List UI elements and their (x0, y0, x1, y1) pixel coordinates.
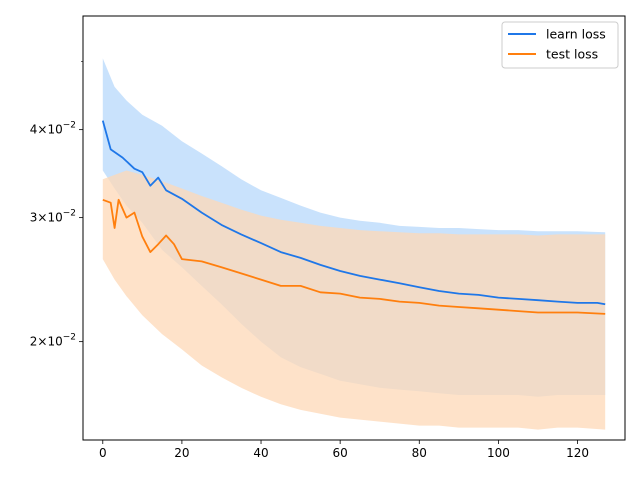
learn-loss-line (101, 120, 606, 306)
test-loss-band (102, 170, 606, 430)
x-tick-label: 120 (566, 446, 589, 460)
x-axis: 0 20 40 60 80 100 120 (99, 440, 589, 460)
y-tick-label: 2×10−2 (30, 333, 76, 349)
x-tick-label: 20 (174, 446, 189, 460)
y-tick-label: 3×10−2 (30, 209, 76, 225)
legend: learn loss test loss (501, 21, 619, 69)
series-lines (101, 120, 606, 315)
y-tick-label: 4×10−2 (30, 121, 76, 137)
x-tick-label: 0 (99, 446, 107, 460)
x-tick-label: 60 (333, 446, 348, 460)
y-axis: 2×10−2 3×10−2 4×10−2 (30, 61, 83, 349)
legend-label-test-loss: test loss (546, 47, 598, 62)
x-tick-label: 40 (253, 446, 268, 460)
test-loss-line (102, 198, 606, 315)
plot-frame (82, 15, 626, 441)
x-tick-label: 100 (487, 446, 510, 460)
legend-label-learn-loss: learn loss (546, 27, 606, 42)
confidence-bands (102, 58, 606, 430)
x-tick-label: 80 (412, 446, 427, 460)
